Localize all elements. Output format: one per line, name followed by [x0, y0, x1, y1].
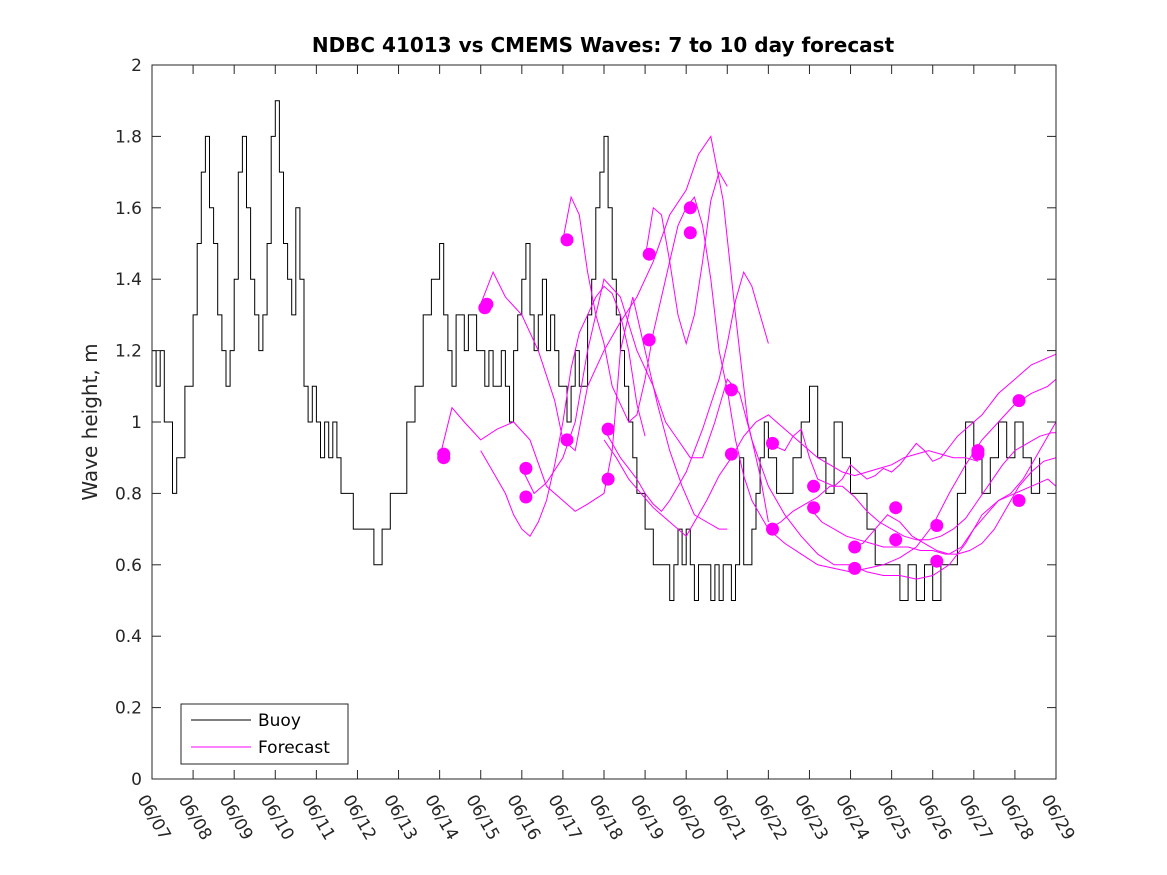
forecast-line-11: [644, 170, 728, 346]
forecast-point-18: [766, 522, 779, 536]
forecast-point-26: [930, 554, 944, 568]
y-tick-label: 1.8: [115, 127, 142, 147]
forecast-line-9: [603, 414, 979, 537]
forecast-point-17: [766, 436, 779, 450]
legend-label-buoy: Buoy: [258, 711, 301, 731]
forecast-line-2: [480, 135, 769, 523]
y-tick-label: 0.6: [115, 556, 142, 576]
forecast-point-28: [971, 447, 985, 461]
forecast-point-5: [519, 461, 533, 475]
forecast-line-5: [480, 285, 646, 537]
buoy-series-line: [152, 100, 1041, 601]
forecast-point-8: [560, 433, 574, 447]
y-tick-label: 0: [131, 770, 142, 790]
forecast-line-6: [768, 353, 1056, 487]
forecast-point-7: [560, 233, 574, 247]
y-tick-label: 0.2: [115, 699, 142, 719]
forecast-point-4: [480, 297, 494, 311]
y-tick-label: 1.2: [115, 342, 142, 362]
forecast-line-1: [439, 296, 728, 530]
forecast-point-12: [642, 333, 656, 347]
forecast-point-29: [1012, 394, 1026, 408]
forecast-line-12: [603, 270, 769, 513]
forecast-point-10: [601, 472, 615, 486]
forecast-line-8: [809, 457, 1056, 555]
forecast-point-14: [683, 226, 697, 240]
forecast-line-3: [521, 278, 1056, 580]
forecast-point-6: [519, 490, 533, 504]
forecast-point-11: [642, 247, 656, 261]
forecast-point-19: [807, 479, 821, 493]
legend-box: [180, 703, 349, 765]
forecast-point-2: [437, 447, 451, 461]
forecast-point-30: [1012, 494, 1026, 507]
forecast-line-4: [562, 195, 1056, 573]
y-tick-label: 1: [131, 413, 142, 433]
y-tick-label: 0.8: [115, 484, 142, 504]
forecast-point-16: [724, 447, 738, 461]
forecast-point-9: [601, 422, 615, 436]
forecast-point-22: [848, 561, 862, 575]
forecast-point-24: [889, 533, 903, 547]
forecast-point-21: [848, 540, 862, 554]
series-layer: [152, 100, 1056, 601]
forecast-line-7: [768, 432, 1056, 541]
forecast-line-10: [850, 421, 1056, 555]
y-tick-label: 2: [131, 56, 142, 76]
forecast-point-13: [683, 201, 697, 215]
y-tick-label: 0.4: [115, 627, 142, 647]
legend: Buoy Forecast: [180, 703, 349, 765]
forecast-point-15: [724, 383, 738, 397]
legend-label-forecast: Forecast: [258, 738, 330, 758]
forecast-point-23: [889, 501, 903, 515]
forecast-point-20: [807, 501, 821, 515]
y-tick-label: 1.4: [115, 270, 142, 290]
forecast-point-25: [930, 519, 944, 532]
chart-title: NDBC 41013 vs CMEMS Waves: 7 to 10 day f…: [312, 33, 895, 57]
y-axis: 0 0.2 0.4 0.6 0.8 1 1.2 1.4 1.6 1.8 2: [115, 56, 1056, 790]
y-tick-label: 1.6: [115, 199, 142, 219]
y-axis-label: Wave height, m: [78, 343, 102, 500]
